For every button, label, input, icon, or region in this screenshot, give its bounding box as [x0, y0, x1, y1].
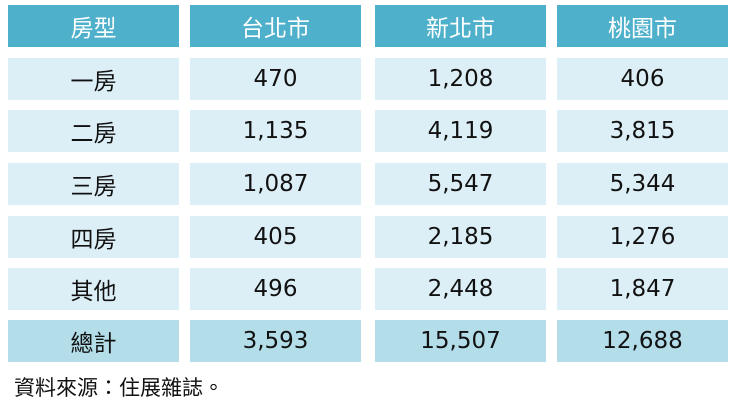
table-cell: 1,135 — [190, 110, 361, 152]
table-cell: 3,593 — [190, 320, 361, 362]
table-cell: 470 — [190, 58, 361, 100]
table-cell: 1,276 — [557, 216, 728, 258]
table-cell: 496 — [190, 268, 361, 310]
row-label: 總計 — [8, 320, 179, 362]
row-label: 一房 — [8, 58, 179, 100]
table-cell: 5,547 — [375, 163, 546, 205]
header-cell: 房型 — [8, 5, 179, 47]
row-label: 其他 — [8, 268, 179, 310]
table-cell: 406 — [557, 58, 728, 100]
table-cell: 1,208 — [375, 58, 546, 100]
table-cell: 3,815 — [557, 110, 728, 152]
table-cell: 405 — [190, 216, 361, 258]
table-cell: 15,507 — [375, 320, 546, 362]
header-cell: 台北市 — [190, 5, 361, 47]
row-label: 四房 — [8, 216, 179, 258]
source-note: 資料來源：住展雜誌。 — [14, 376, 224, 400]
table-cell: 1,087 — [190, 163, 361, 205]
table-cell: 12,688 — [557, 320, 728, 362]
table-cell: 2,448 — [375, 268, 546, 310]
header-cell: 桃園市 — [557, 5, 728, 47]
table-cell: 5,344 — [557, 163, 728, 205]
table-cell: 4,119 — [375, 110, 546, 152]
row-label: 二房 — [8, 110, 179, 152]
row-label: 三房 — [8, 163, 179, 205]
table-cell: 1,847 — [557, 268, 728, 310]
header-cell: 新北市 — [375, 5, 546, 47]
table-cell: 2,185 — [375, 216, 546, 258]
